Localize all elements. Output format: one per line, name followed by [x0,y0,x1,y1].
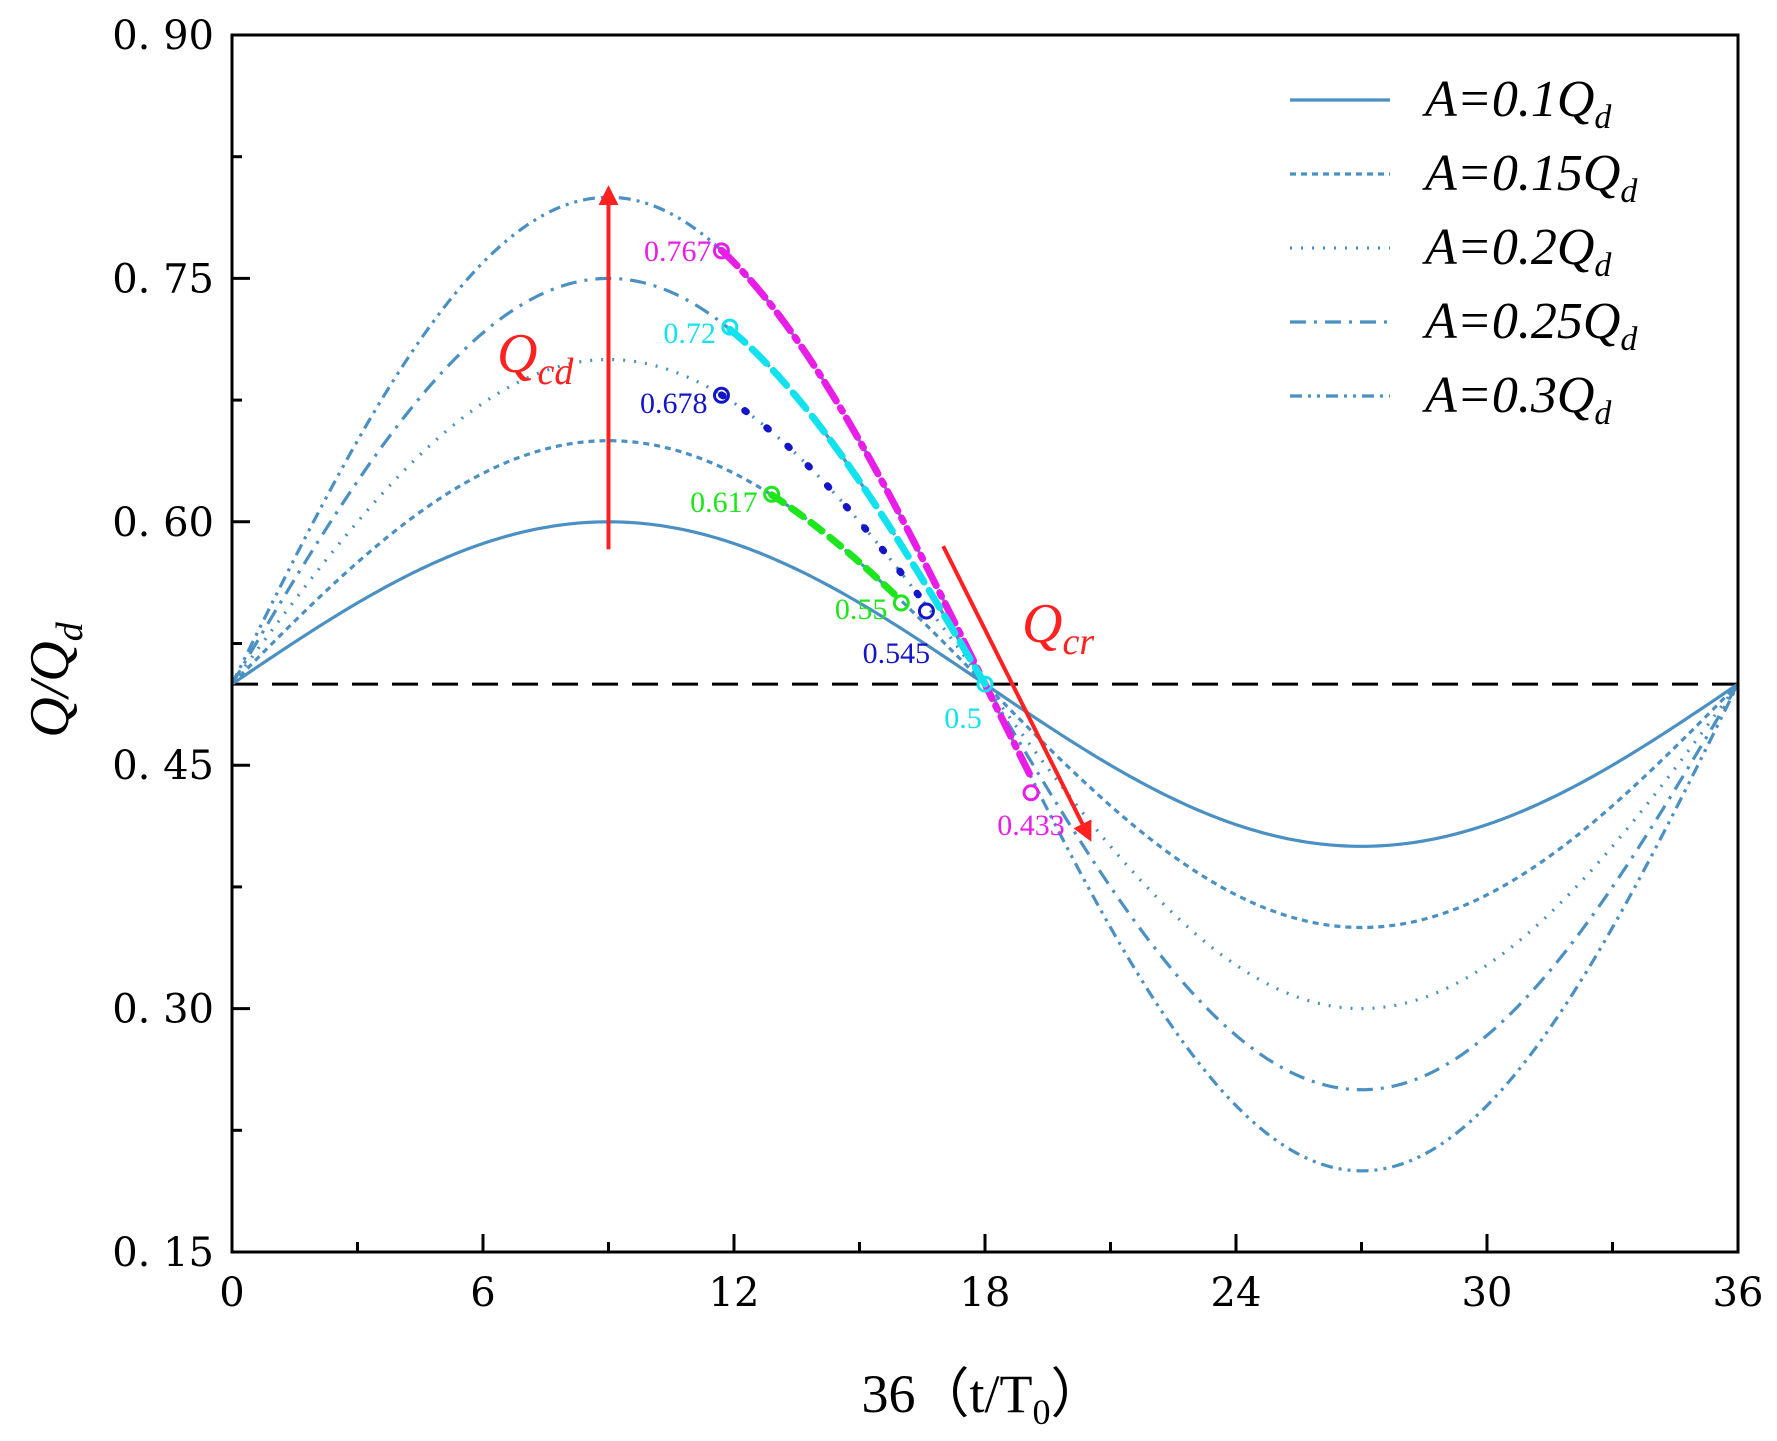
y-tick-label: 0. 75 [112,256,214,302]
legend-label-3: A=0.2Qd [1422,219,1612,284]
x-tick-label: 6 [470,1270,495,1316]
axes-layer: 0 6 12 18 24 30 36 0. 15 0. 30 0. 45 0. 60 0. 75 0. … [112,13,1763,1316]
highlight-start-marker [763,485,781,503]
arrow-label-qcr: Qcr [1022,593,1094,663]
highlight-segment-4 [768,491,905,605]
highlight-end-marker [976,675,994,693]
y-tick-label: 0. 60 [112,500,214,546]
end-value-label: 0.433 [997,809,1065,842]
highlight-start-marker [712,242,730,260]
arrow-layer: Qcd Qcr [497,185,1094,842]
start-value-label: 0.72 [663,317,716,350]
highlight-segment-1 [717,246,1035,781]
legend-label-4: A=0.25Qd [1422,293,1638,358]
start-value-label: 0.767 [644,235,712,268]
end-value-label: 0.55 [835,593,888,626]
y-axis-title: Q/Qd [19,621,91,737]
start-value-label: 0.678 [640,387,708,420]
legend-label-2: A=0.15Qd [1422,145,1638,210]
arrow-label-qcd: Qcd [497,323,574,393]
highlight-end-marker [917,602,935,620]
y-tick-label: 0. 90 [112,13,214,59]
highlight-start-marker [712,386,730,404]
legend-label-1: A=0.1Qd [1422,71,1612,136]
end-value-label: 0.5 [944,702,982,735]
highlight-segment-2 [726,325,989,688]
highlight-start-marker [721,318,739,336]
x-tick-label: 0 [219,1270,244,1316]
start-value-label: 0.617 [690,486,758,519]
end-value-label: 0.545 [863,637,931,670]
x-axis-title: 36（t/T0） [862,1364,1105,1432]
highlight-end-marker [892,594,910,612]
plot-frame [230,33,1740,1254]
x-tick-label: 24 [1211,1270,1262,1316]
y-tick-label: 0. 45 [112,743,214,789]
y-tick-label: 0. 15 [112,1230,214,1276]
series-line-2 [230,439,1740,930]
y-tick-label: 0. 30 [112,987,214,1033]
x-tick-label: 12 [709,1270,760,1316]
series-line-5 [230,195,1740,1173]
highlight-end-marker [1022,784,1040,802]
x-tick-label: 18 [960,1270,1011,1316]
arrow-cr [941,545,1092,842]
highlight-layer: 0.767 0.433 0.72 0.5 0.678 0.545 0.617 0.55 [640,235,1065,842]
x-tick-label: 36 [1713,1270,1764,1316]
legend: A=0.1Qd A=0.15Qd A=0.2Qd A=0.25Qd A=0.3Qd [1290,71,1638,432]
legend-label-5: A=0.3Qd [1422,367,1612,432]
x-tick-label: 30 [1462,1270,1513,1316]
